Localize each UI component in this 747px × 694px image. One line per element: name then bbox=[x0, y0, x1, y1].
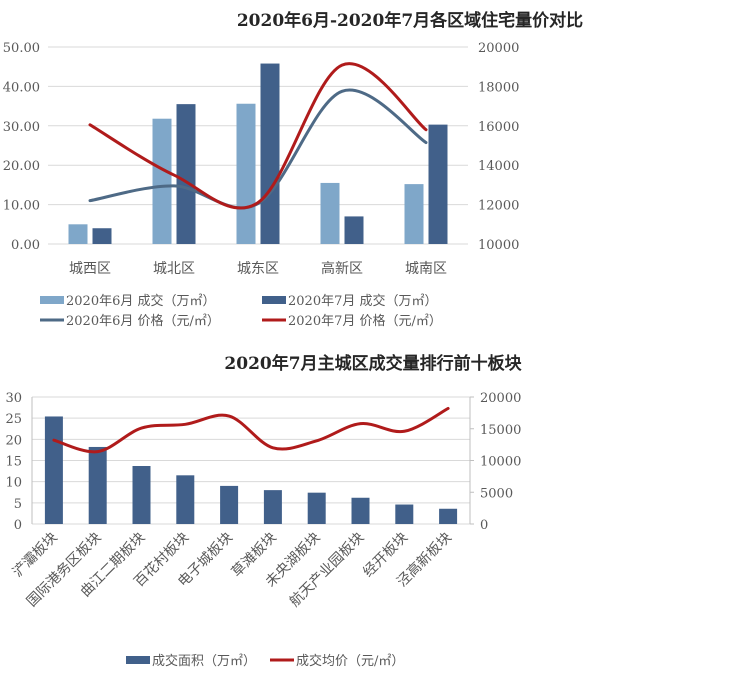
right-tick-label: 15000 bbox=[480, 423, 521, 438]
category-label: 城西区 bbox=[69, 261, 111, 277]
legend-label: 2020年6月 成交（万㎡） bbox=[66, 293, 216, 309]
legend-swatch-bar bbox=[40, 296, 64, 304]
legend-label: 2020年7月 价格（元/㎡） bbox=[288, 313, 442, 329]
left-tick-label: 20.00 bbox=[3, 159, 40, 174]
bar-2020年6月 成交（万㎡）-城北区 bbox=[153, 119, 172, 244]
bar-成交面积（万㎡）-国际港务区板块 bbox=[89, 447, 107, 524]
bar-成交面积（万㎡）-电子城板块 bbox=[220, 486, 238, 524]
line-2020年7月 价格（元/㎡） bbox=[90, 64, 426, 208]
bar-2020年7月 成交（万㎡）-城东区 bbox=[261, 64, 280, 244]
legend-swatch-bar bbox=[126, 656, 150, 664]
left-tick-label: 20 bbox=[5, 433, 22, 448]
category-label: 城东区 bbox=[237, 261, 279, 277]
right-tick-label: 10000 bbox=[478, 238, 519, 253]
left-tick-label: 10.00 bbox=[3, 199, 40, 214]
bar-成交面积（万㎡）-航天产业园板块 bbox=[352, 498, 370, 524]
bar-成交面积（万㎡）-曲江二期板块 bbox=[133, 466, 151, 524]
right-tick-label: 20000 bbox=[478, 41, 519, 56]
bar-2020年6月 成交（万㎡）-高新区 bbox=[321, 183, 340, 244]
category-label: 高新区 bbox=[321, 260, 363, 277]
left-tick-label: 30 bbox=[5, 391, 22, 406]
bar-2020年6月 成交（万㎡）-城南区 bbox=[405, 184, 424, 244]
bar-成交面积（万㎡）-草滩板块 bbox=[264, 490, 282, 524]
left-tick-label: 40.00 bbox=[3, 80, 40, 95]
bar-成交面积（万㎡）-未央湖板块 bbox=[308, 493, 326, 524]
left-tick-label: 5 bbox=[14, 497, 22, 512]
left-tick-label: 15 bbox=[5, 455, 22, 470]
left-tick-label: 0 bbox=[14, 518, 22, 533]
bar-2020年7月 成交（万㎡）-城南区 bbox=[429, 125, 448, 244]
bar-2020年7月 成交（万㎡）-高新区 bbox=[345, 216, 364, 244]
left-tick-label: 0.00 bbox=[11, 238, 40, 253]
category-label: 城北区 bbox=[153, 261, 195, 277]
right-tick-label: 0 bbox=[480, 518, 488, 533]
legend-label: 2020年6月 价格（元/㎡） bbox=[66, 313, 220, 329]
chart2-title: 2020年7月主城区成交量排行前十板块 bbox=[224, 353, 522, 374]
right-tick-label: 10000 bbox=[480, 455, 521, 470]
bar-2020年7月 成交（万㎡）-城西区 bbox=[93, 228, 112, 244]
category-label: 城南区 bbox=[405, 261, 447, 277]
bar-成交面积（万㎡）-经开板块 bbox=[395, 505, 413, 524]
left-tick-label: 25 bbox=[5, 412, 22, 427]
left-tick-label: 10 bbox=[5, 476, 22, 491]
right-tick-label: 12000 bbox=[478, 199, 519, 214]
right-tick-label: 5000 bbox=[480, 486, 513, 501]
bar-2020年6月 成交（万㎡）-城西区 bbox=[69, 224, 88, 244]
legend-label: 成交面积（万㎡） bbox=[152, 653, 256, 669]
bar-成交面积（万㎡）-百花村板块 bbox=[176, 475, 194, 524]
left-tick-label: 50.00 bbox=[3, 41, 40, 56]
bar-成交面积（万㎡）-泾高新板块 bbox=[439, 509, 457, 524]
legend-label: 成交均价（元/㎡） bbox=[296, 653, 404, 669]
legend-swatch-bar bbox=[262, 296, 286, 304]
right-tick-label: 18000 bbox=[478, 80, 519, 95]
chart1-title: 2020年6月-2020年7月各区域住宅量价对比 bbox=[237, 10, 583, 31]
bar-2020年6月 成交（万㎡）-城东区 bbox=[237, 104, 256, 244]
line-2020年6月 价格（元/㎡） bbox=[90, 90, 426, 208]
line-成交均价（元/㎡） bbox=[54, 408, 448, 451]
right-tick-label: 20000 bbox=[480, 391, 521, 406]
chart2: 05101520253005000100001500020000浐灞板块国际港务… bbox=[5, 391, 521, 669]
right-tick-label: 14000 bbox=[478, 159, 519, 174]
bar-成交面积（万㎡）-浐灞板块 bbox=[45, 416, 63, 524]
right-tick-label: 16000 bbox=[478, 120, 519, 135]
bar-2020年7月 成交（万㎡）-城北区 bbox=[177, 104, 196, 244]
chart1: 0.00 10.00 20.00 30.00 40.00 50.00 10000 12000 1… bbox=[3, 41, 520, 329]
legend-label: 2020年7月 成交（万㎡） bbox=[288, 293, 438, 309]
left-tick-label: 30.00 bbox=[3, 120, 40, 135]
